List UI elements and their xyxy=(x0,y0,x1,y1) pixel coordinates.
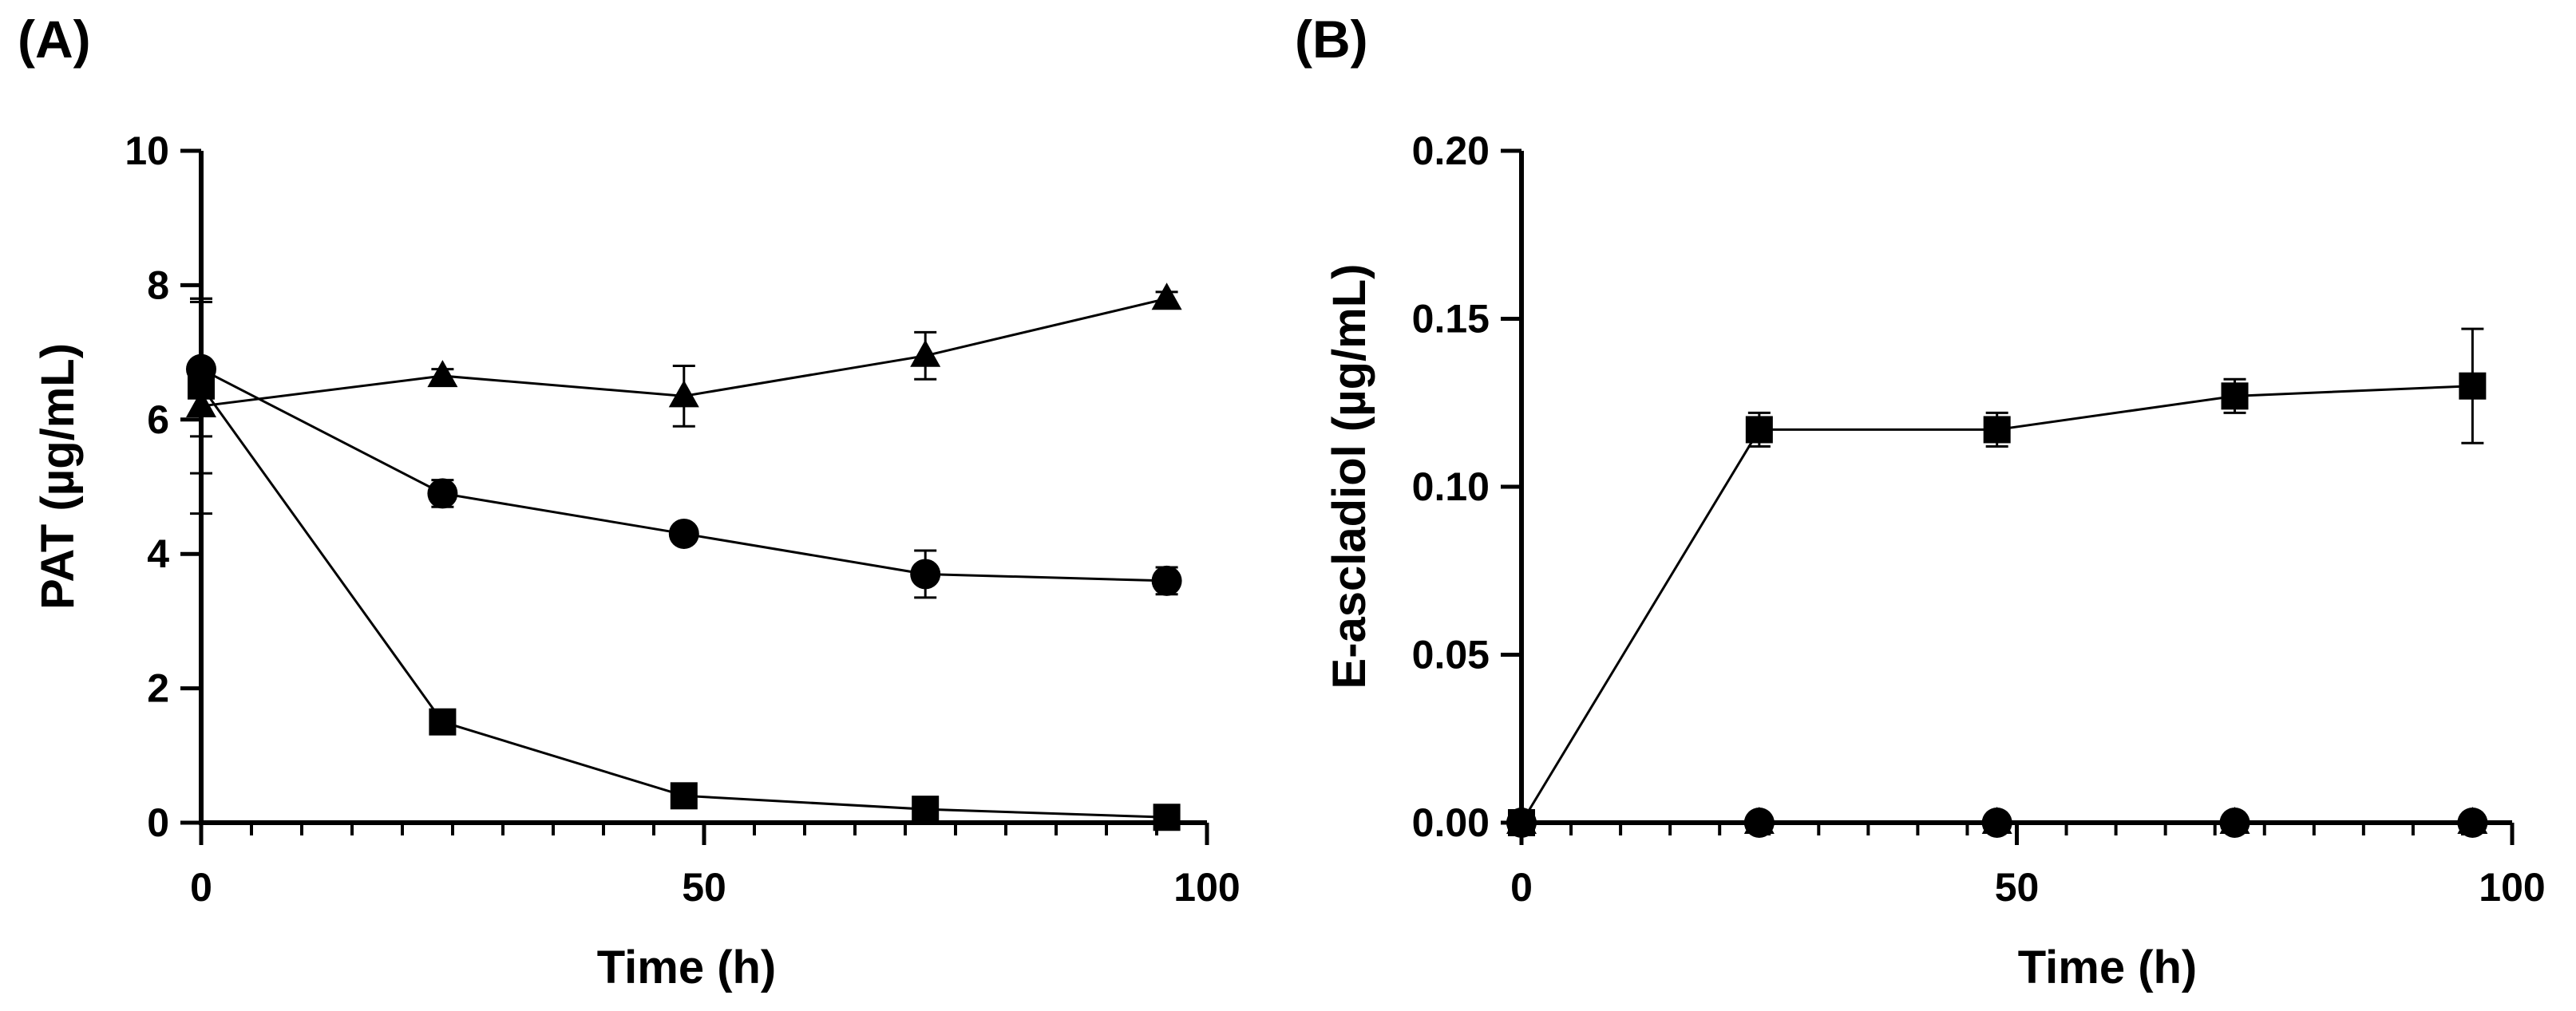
panel-b-point-square xyxy=(1508,809,1535,836)
panel-b-y-tick-label: 0.15 xyxy=(1412,297,1490,342)
panel-b-y-tick-label: 0.20 xyxy=(1412,128,1490,173)
panel-b-point-square xyxy=(1745,416,1773,444)
panel-b-y-tick-label: 0.05 xyxy=(1412,633,1490,677)
panel-b-series-square-line xyxy=(1520,385,2473,823)
panel-a-y-tick-label: 4 xyxy=(147,531,169,576)
panel-a-label: (A) xyxy=(18,10,91,69)
panel-a-y-tick-label: 0 xyxy=(147,800,169,845)
panel-b-point-circle xyxy=(1981,808,2012,838)
panel-b-y-axis-title: E-ascladiol (µg/mL) xyxy=(1324,264,1375,689)
panel-b-point-circle xyxy=(2457,808,2488,838)
panel-a-point-square xyxy=(670,782,698,810)
panel-b-point-circle xyxy=(2219,808,2250,838)
panel-a-y-axis-title: PAT (µg/mL) xyxy=(32,343,84,610)
panel-a-point-triangle xyxy=(427,360,458,388)
panel-b-x-tick-label: 100 xyxy=(2479,865,2545,910)
panel-a-point-circle xyxy=(668,518,699,549)
panel-b-point-square xyxy=(2221,382,2249,410)
panel-a-y-tick-label: 10 xyxy=(125,128,169,173)
panel-a-x-axis-title: Time (h) xyxy=(597,942,777,993)
panel-b-y-tick-label: 0.00 xyxy=(1412,800,1490,845)
panel-a-x-tick-label: 50 xyxy=(682,865,726,910)
panel-b-x-axis-title: Time (h) xyxy=(2018,942,2198,993)
panel-a-point-square xyxy=(1153,804,1181,831)
panel-a-point-triangle xyxy=(668,380,699,408)
panel-a-series-square-line xyxy=(200,385,1167,819)
panel-a-y-tick-label: 2 xyxy=(147,666,169,711)
panel-a-x-tick-label: 0 xyxy=(190,865,212,910)
panel-a-point-circle xyxy=(910,559,941,590)
panel-b-y-tick-label: 0.10 xyxy=(1412,464,1490,509)
panel-a-point-square xyxy=(429,708,457,736)
panel-a-point-square xyxy=(188,372,215,400)
panel-a-point-triangle xyxy=(1151,282,1182,310)
panel-a-y-tick-label: 8 xyxy=(147,263,169,307)
panel-b-x-tick-label: 0 xyxy=(1510,865,1533,910)
panel-a-point-square xyxy=(912,796,940,823)
panel-b-plot-area: 0.00 0.05 0.10 0.15 0.20 0 50 100 xyxy=(1412,128,2546,910)
panel-a-x-tick-label: 100 xyxy=(1173,865,1240,910)
panel-b: (B) E-ascladiol (µg/mL) Time (h) 0.000.0… xyxy=(1295,10,2546,993)
panel-a-y-tick-label: 6 xyxy=(147,397,169,442)
panel-a-point-circle xyxy=(1151,565,1182,596)
panel-b-label: (B) xyxy=(1295,10,1368,69)
panel-a-point-triangle xyxy=(910,339,941,367)
panel-b-point-square xyxy=(2459,372,2487,400)
panel-b-x-tick-label: 50 xyxy=(1995,865,2040,910)
panel-b-point-square xyxy=(1983,416,2011,444)
panel-b-point-circle xyxy=(1743,808,1775,838)
panel-a-point-circle xyxy=(427,478,458,509)
